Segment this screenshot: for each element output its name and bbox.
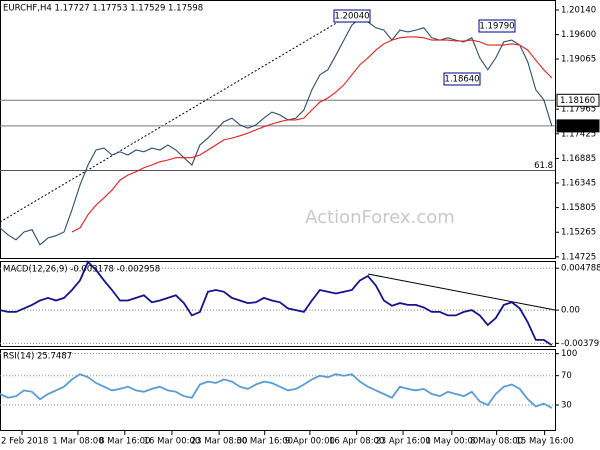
x-tick-label: 23 Mar 08:00 [191, 437, 248, 447]
watermark: ActionForex.com [305, 207, 455, 228]
y-tick-label: 1.20140 [561, 6, 596, 16]
annotation-box [478, 19, 516, 33]
trendline [0, 11, 356, 223]
main-frame [0, 0, 556, 259]
x-tick-label: 8 Mar 16:00 [99, 437, 150, 447]
y-tick-label: 1.19065 [561, 55, 596, 65]
fib-label: 61.8 [534, 161, 553, 171]
level-label: 1.18160 [560, 96, 595, 106]
x-tick-label: 22 Feb 2018 [0, 437, 48, 447]
x-tick-label: 1 May 00:00 [425, 437, 478, 447]
y-tick-label: -0.003799 [561, 339, 600, 349]
annotation-box [333, 9, 371, 23]
macd-frame [0, 261, 556, 347]
y-tick-label: 70 [561, 371, 572, 381]
panel-title: MACD(12,26,9) -0.003178 -0.002958 [3, 265, 160, 275]
x-tick-label: 1 Mar 08:00 [52, 437, 103, 447]
series-line [71, 36, 553, 233]
x-tick-label: 16 Apr 08:00 [329, 437, 384, 447]
level-box [556, 119, 600, 133]
annotation: 1.19790 [479, 22, 514, 32]
series-line [0, 17, 553, 246]
panel-title: RSI(14) 25.7487 [3, 352, 72, 362]
x-tick-label: 8 May 08:00 [470, 437, 523, 447]
y-tick-label: 1.19600 [561, 30, 596, 40]
annotation: 1.18640 [444, 75, 479, 85]
x-tick-label: 15 May 16:00 [515, 437, 573, 447]
y-tick-label: 0.004788 [561, 264, 600, 274]
y-tick-label: 1.16885 [561, 154, 596, 164]
y-tick-label: 1.17425 [561, 129, 596, 139]
y-tick-label: 1.15805 [561, 203, 596, 213]
y-tick-label: 0.00 [561, 306, 580, 316]
y-tick-label: 1.14725 [561, 252, 596, 262]
panel-title: EURCHF,H4 1.17727 1.17753 1.17529 1.1759… [3, 4, 203, 14]
macd-trendline [367, 273, 556, 311]
y-tick-label: 1.16345 [561, 179, 596, 189]
y-tick-label: 1.17965 [561, 105, 596, 115]
x-tick-label: 9 Apr 00:00 [285, 437, 335, 447]
x-tick-label: 23 Apr 16:00 [375, 437, 430, 447]
annotation-box [443, 72, 481, 86]
y-tick-label: 100 [561, 349, 577, 359]
x-tick-label: 16 Mar 00:00 [144, 437, 201, 447]
annotation: 1.20040 [334, 12, 369, 22]
y-tick-label: 30 [561, 401, 572, 411]
rsi-frame [0, 349, 556, 431]
y-tick-label: 1.15265 [561, 228, 596, 238]
level-box [556, 93, 600, 107]
series-line [0, 373, 553, 409]
level-label: 1.17598 [560, 121, 595, 131]
x-tick-label: 30 Mar 16:00 [236, 437, 293, 447]
series-line [0, 260, 553, 346]
